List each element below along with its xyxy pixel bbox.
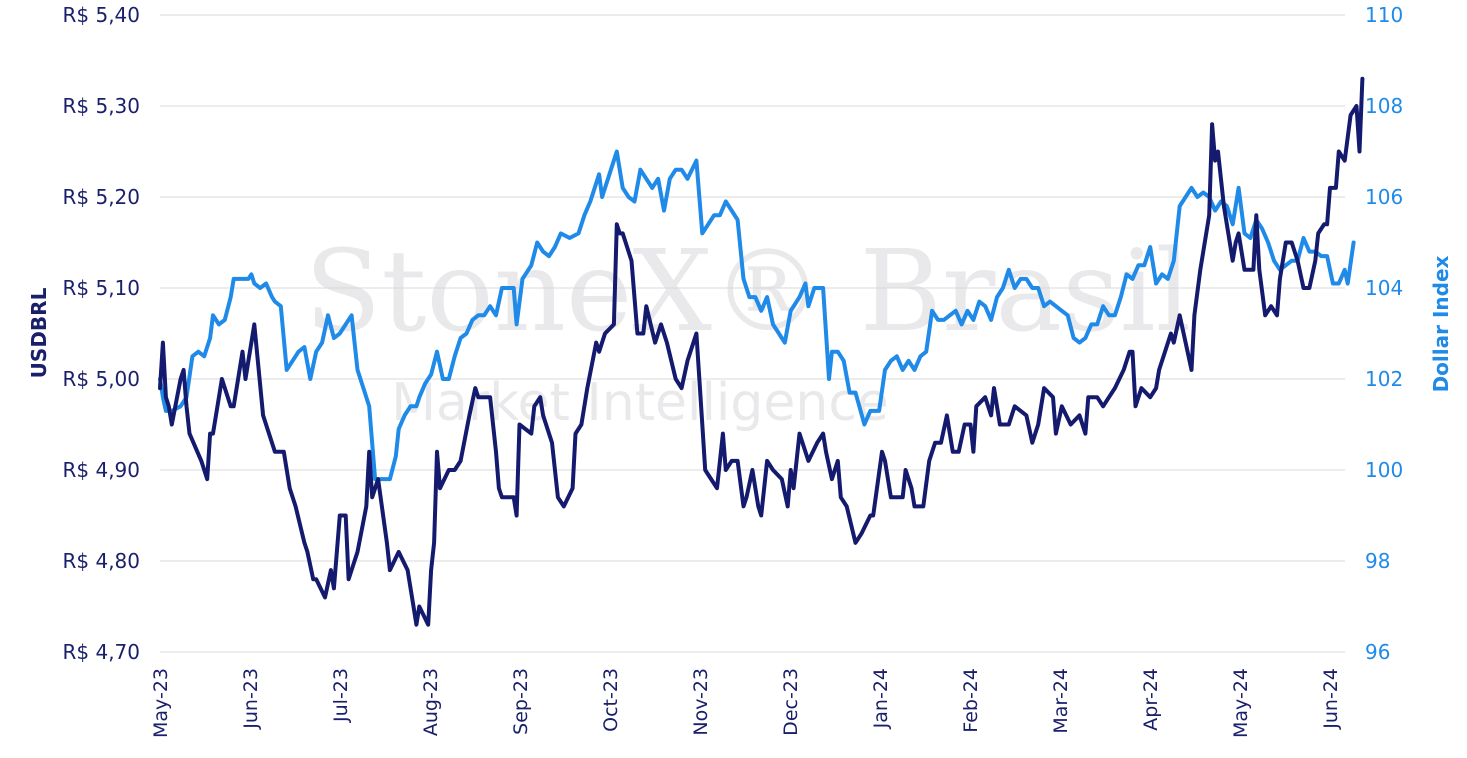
- left-tick-label: R$ 4,90: [62, 458, 140, 482]
- x-tick-label: Feb-24: [960, 668, 982, 733]
- right-tick-label: 106: [1365, 185, 1403, 209]
- left-tick-label: R$ 5,20: [62, 185, 140, 209]
- right-axis-title: Dollar Index: [1429, 255, 1453, 392]
- watermark: StoneX® Brasil Market Intelligence: [305, 227, 1192, 433]
- right-tick-label: 100: [1365, 458, 1403, 482]
- x-tick-label: May-23: [150, 668, 172, 738]
- x-tick-label: Jun-23: [240, 668, 262, 730]
- x-tick-label: Sep-23: [510, 668, 532, 735]
- left-tick-label: R$ 5,10: [62, 276, 140, 300]
- right-tick-label: 104: [1365, 276, 1403, 300]
- left-tick-label: R$ 5,30: [62, 94, 140, 118]
- usdbrl-line: [158, 76, 1365, 627]
- right-tick-label: 110: [1365, 3, 1403, 27]
- left-tick-label: R$ 4,80: [62, 549, 140, 573]
- right-tick-label: 96: [1365, 640, 1390, 664]
- right-tick-label: 102: [1365, 367, 1403, 391]
- right-axis-ticks: 96 98 100 102 104 106 108 110: [1365, 3, 1403, 664]
- left-tick-label: R$ 5,00: [62, 367, 140, 391]
- x-tick-label: Jun-24: [1320, 668, 1342, 730]
- dollar-index-line: [158, 149, 1356, 482]
- x-tick-label: Aug-23: [420, 668, 442, 736]
- x-tick-label: Jan-24: [870, 668, 892, 729]
- x-tick-label: Nov-23: [690, 668, 712, 736]
- x-tick-label: May-24: [1230, 668, 1252, 738]
- x-tick-label: Oct-23: [600, 668, 622, 732]
- left-axis-ticks: R$ 4,70 R$ 4,80 R$ 4,90 R$ 5,00 R$ 5,10 R$ 5,…: [62, 3, 140, 664]
- left-tick-label: R$ 4,70: [62, 640, 140, 664]
- series-lines: [158, 76, 1365, 627]
- right-tick-label: 98: [1365, 549, 1390, 573]
- x-tick-label: Jul-23: [330, 668, 352, 723]
- x-tick-label: Apr-24: [1140, 668, 1162, 731]
- left-tick-label: R$ 5,40: [62, 3, 140, 27]
- x-tick-label: Mar-24: [1050, 668, 1072, 734]
- x-axis-ticks: May-23 Jun-23 Jul-23 Aug-23 Sep-23 Oct-23 Nov-…: [150, 668, 1342, 738]
- x-tick-label: Dec-23: [780, 668, 802, 736]
- left-axis-title: USDBRL: [27, 287, 51, 378]
- right-tick-label: 108: [1365, 94, 1403, 118]
